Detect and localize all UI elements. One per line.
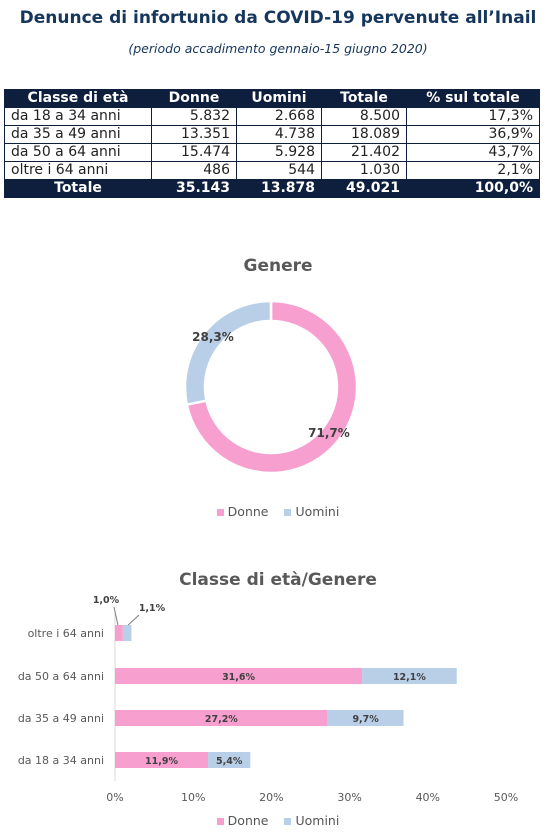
bar-donne [115, 752, 209, 768]
x-tick-label: 50% [494, 791, 518, 804]
donut-slice-donne [185, 299, 359, 475]
table-cell: da 18 a 34 anni [4, 107, 152, 126]
legend-label-uomini: Uomini [295, 504, 340, 519]
bar-value-label: 1,0% [93, 595, 120, 606]
donut-legend: Donne Uomini [0, 504, 556, 519]
donut-value-label: 71,7% [308, 426, 350, 440]
bar-legend-label-uomini: Uomini [295, 813, 340, 828]
table-cell: 8.500 [321, 107, 407, 126]
callout-line [127, 614, 140, 626]
x-tick-label: 40% [416, 791, 440, 804]
table-cell: da 50 a 64 anni [4, 143, 152, 162]
donut-chart-title: Genere [243, 256, 313, 276]
table-row: da 35 a 49 anni 13.351 4.738 18.089 36,9… [4, 125, 540, 144]
bar-value-label: 1,1% [139, 603, 166, 614]
total-cell: Totale [4, 179, 152, 198]
bar-donne [115, 668, 363, 684]
table-cell: 15.474 [151, 143, 237, 162]
col-header-donne: Donne [151, 89, 237, 108]
bar-legend-label-donne: Donne [227, 813, 269, 828]
table-row: da 18 a 34 anni 5.832 2.668 8.500 17,3% [4, 107, 540, 126]
legend-label-donne: Donne [227, 504, 269, 519]
bar-donne [115, 710, 328, 726]
category-label: oltre i 64 anni [28, 627, 104, 640]
bar-chart-title: Classe di età/Genere [179, 570, 377, 590]
table-row: da 50 a 64 anni 15.474 5.928 21.402 43,7… [4, 143, 540, 162]
table-cell: 5.832 [151, 107, 237, 126]
x-tick-label: 20% [259, 791, 283, 804]
x-tick-label: 30% [337, 791, 361, 804]
bar-legend-swatch-uomini [284, 818, 292, 825]
bar-value-label: 5,4% [216, 756, 243, 767]
bar-legend-item-uomini: Uomini [284, 813, 339, 828]
bar-value-label: 27,2% [205, 714, 238, 725]
bar-donne [115, 625, 123, 641]
callout-line [113, 606, 119, 626]
col-header-classe: Classe di età [4, 89, 152, 108]
col-header-uomini: Uomini [236, 89, 322, 108]
total-cell: 13.878 [236, 179, 322, 198]
total-cell: 100,0% [406, 179, 540, 198]
bar-legend: Donne Uomini [0, 813, 556, 828]
legend-swatch-donne [216, 509, 224, 516]
category-label: da 35 a 49 anni [18, 712, 104, 725]
donut-slice-uomini [183, 299, 273, 407]
table-header-row: Classe di età Donne Uomini Totale % sul … [4, 89, 540, 108]
bar-value-label: 12,1% [393, 672, 426, 683]
table-cell: oltre i 64 anni [4, 161, 152, 180]
page-subtitle: (periodo accadimento gennaio-15 giugno 2… [128, 41, 428, 56]
bar-uomini [327, 710, 404, 726]
bar-legend-swatch-donne [216, 818, 224, 825]
table-total-row: Totale 35.143 13.878 49.021 100,0% [4, 179, 540, 198]
bar-uomini [362, 668, 457, 684]
x-tick-label: 10% [181, 791, 205, 804]
table-cell: 43,7% [406, 143, 540, 162]
table-cell: 21.402 [321, 143, 407, 162]
table-cell: 2,1% [406, 161, 540, 180]
category-label: da 50 a 64 anni [18, 670, 104, 683]
data-table: Classe di età Donne Uomini Totale % sul … [4, 89, 540, 198]
donut-value-label: 28,3% [192, 330, 234, 344]
table-cell: 17,3% [406, 107, 540, 126]
legend-swatch-uomini [284, 509, 292, 516]
bar-uomini [122, 625, 132, 641]
bar-legend-item-donne: Donne [216, 813, 269, 828]
bar-value-label: 31,6% [222, 672, 255, 683]
category-label: da 18 a 34 anni [18, 754, 104, 767]
total-cell: 49.021 [321, 179, 407, 198]
bar-uomini [208, 752, 251, 768]
total-cell: 35.143 [151, 179, 237, 198]
page-title: Denunce di infortunio da COVID-19 perven… [19, 8, 537, 28]
col-header-percentuale: % sul totale [406, 89, 540, 108]
legend-item-uomini: Uomini [284, 504, 339, 519]
legend-item-donne: Donne [216, 504, 269, 519]
bar-value-label: 11,9% [145, 756, 178, 767]
x-tick-label: 0% [106, 791, 123, 804]
table-cell: 486 [151, 161, 237, 180]
table-row: oltre i 64 anni 486 544 1.030 2,1% [4, 161, 540, 180]
bar-value-label: 9,7% [352, 714, 379, 725]
